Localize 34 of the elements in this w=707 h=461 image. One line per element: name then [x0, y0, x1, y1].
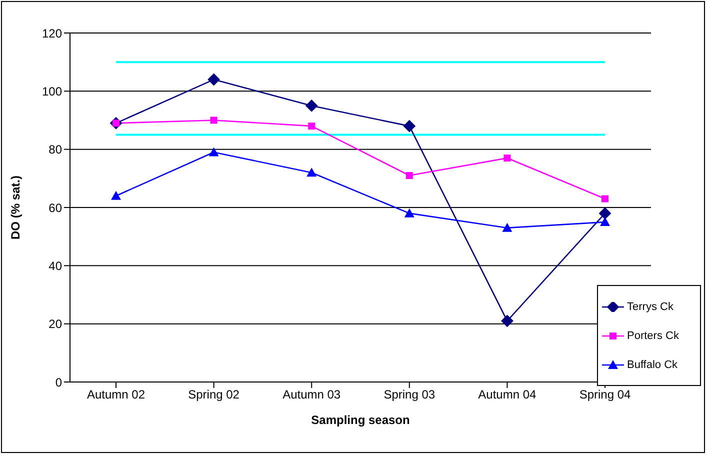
point — [600, 217, 610, 226]
x-tick-label: Spring 02 — [188, 388, 240, 402]
point — [306, 100, 318, 112]
y-tick-label: 100 — [42, 84, 62, 98]
x-tick-label: Autumn 03 — [282, 388, 341, 402]
point — [306, 168, 317, 177]
point — [504, 154, 511, 162]
point — [602, 195, 608, 202]
y-tick-label: 120 — [42, 26, 62, 40]
point — [210, 116, 218, 124]
legend-label: Porters Ck — [627, 330, 679, 342]
legend-label: Buffalo Ck — [627, 358, 678, 370]
point — [208, 147, 219, 156]
point — [502, 222, 512, 232]
point — [111, 190, 121, 200]
point — [208, 74, 220, 86]
point — [501, 314, 514, 327]
legend-label: Terrys Ck — [627, 300, 674, 312]
y-tick-label: 20 — [48, 317, 62, 332]
point — [403, 120, 416, 132]
point — [406, 172, 413, 180]
y-tick-label: 0 — [55, 375, 62, 390]
x-tick-label: Autumn 02 — [86, 388, 146, 402]
point — [404, 208, 414, 218]
x-axis-title: Sampling season — [311, 413, 410, 427]
y-tick-label: 80 — [48, 142, 62, 157]
x-tick-label: Spring 04 — [579, 388, 632, 402]
y-tick-label: 40 — [48, 258, 62, 273]
y-tick-label: 60 — [48, 200, 62, 215]
x-tick-label: Autumn 04 — [478, 388, 537, 402]
y-axis-title: DO (% sat.) — [8, 175, 22, 240]
x-tick-label: Spring 03 — [384, 388, 436, 402]
point — [308, 122, 316, 130]
point — [599, 207, 611, 220]
